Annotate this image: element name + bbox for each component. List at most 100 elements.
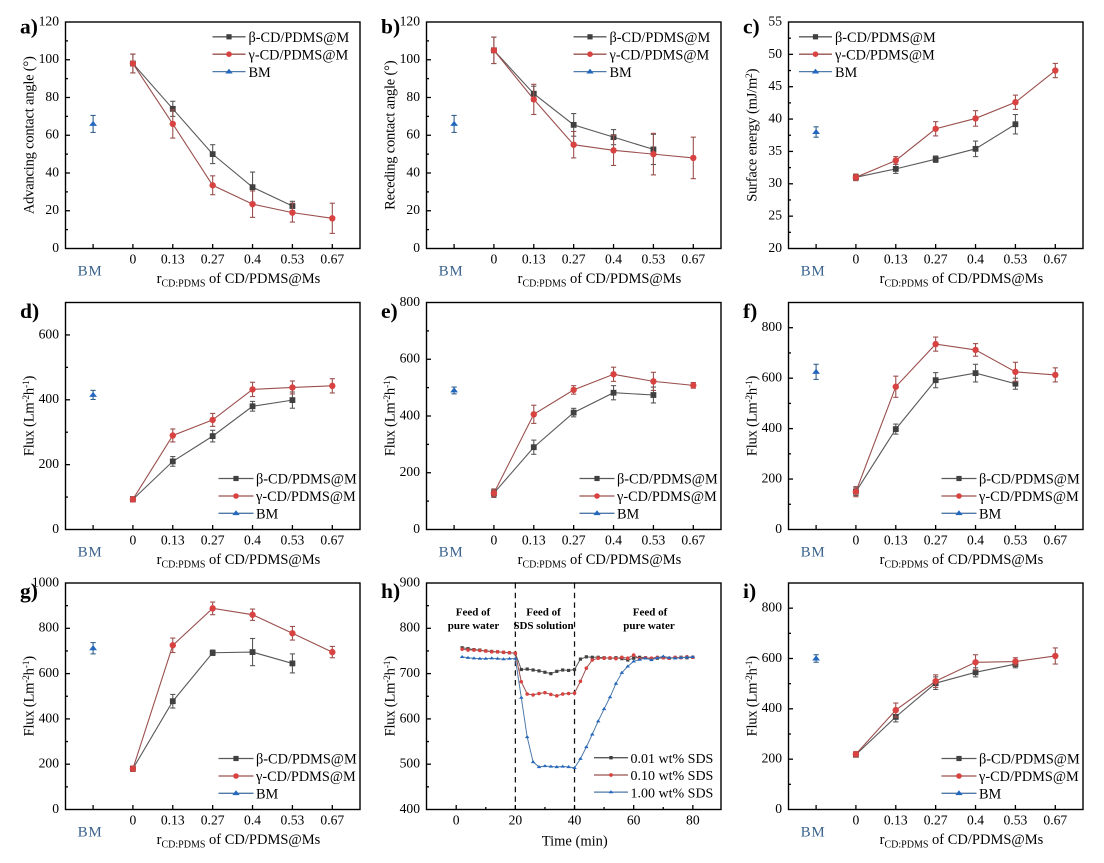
svg-text:rCD:PDMS of CD/PDMS@Ms: rCD:PDMS of CD/PDMS@Ms [157,271,321,290]
svg-text:600: 600 [400,710,421,725]
svg-text:20: 20 [406,202,420,217]
svg-text:BM: BM [835,65,858,81]
svg-text:200: 200 [762,470,783,485]
svg-text:BM: BM [78,264,103,280]
svg-text:0: 0 [130,812,137,827]
svg-text:0.67: 0.67 [320,532,344,547]
svg-text:BM: BM [256,787,279,803]
svg-text:a): a) [20,15,38,39]
svg-text:0.67: 0.67 [320,251,344,266]
svg-text:0.27: 0.27 [562,251,586,266]
svg-text:900: 900 [400,574,421,589]
svg-text:0: 0 [853,251,860,266]
svg-text:20: 20 [768,240,782,255]
svg-text:40: 40 [768,110,782,125]
svg-text:80: 80 [686,812,700,827]
svg-text:BM: BM [439,264,464,280]
svg-text:1000: 1000 [32,574,59,589]
svg-text:0.13: 0.13 [884,532,908,547]
svg-text:0.13: 0.13 [522,532,546,547]
svg-text:50: 50 [768,46,782,61]
svg-text:800: 800 [762,319,783,334]
svg-text:600: 600 [762,370,783,385]
svg-text:35: 35 [768,143,782,158]
svg-text:BM: BM [78,545,103,561]
svg-text:0: 0 [52,521,59,536]
svg-text:0: 0 [130,532,137,547]
svg-text:200: 200 [39,756,60,771]
svg-text:800: 800 [400,294,421,309]
svg-text:c): c) [743,15,760,39]
svg-text:rCD:PDMS of CD/PDMS@Ms: rCD:PDMS of CD/PDMS@Ms [518,552,682,571]
svg-text:γ-CD/PDMS@M: γ-CD/PDMS@M [255,769,356,785]
svg-text:400: 400 [400,407,421,422]
svg-text:400: 400 [39,710,60,725]
svg-text:Feed of: Feed of [633,607,668,619]
svg-text:400: 400 [39,391,60,406]
svg-text:0.13: 0.13 [884,812,908,827]
svg-text:0.10 wt% SDS: 0.10 wt% SDS [631,769,714,784]
svg-text:e): e) [381,299,398,323]
svg-text:Feed of: Feed of [456,607,491,619]
svg-text:pure water: pure water [623,620,675,632]
svg-text:Time (min): Time (min) [542,834,608,850]
svg-text:0: 0 [52,801,59,816]
svg-text:40: 40 [45,164,59,179]
svg-text:0.4: 0.4 [967,812,984,827]
svg-text:0.4: 0.4 [605,532,622,547]
svg-text:0: 0 [775,801,782,816]
svg-text:0.4: 0.4 [244,812,261,827]
svg-text:80: 80 [406,89,420,104]
svg-text:0.67: 0.67 [681,532,705,547]
svg-text:rCD:PDMS of CD/PDMS@Ms: rCD:PDMS of CD/PDMS@Ms [880,271,1044,290]
svg-text:500: 500 [400,756,421,771]
svg-text:0.53: 0.53 [1004,251,1028,266]
svg-text:0: 0 [413,240,420,255]
svg-text:0.27: 0.27 [924,251,948,266]
svg-text:SDS solution: SDS solution [513,620,573,632]
svg-text:BM: BM [256,507,279,523]
svg-text:i): i) [743,579,756,603]
svg-text:Flux (Lm-2h-1): Flux (Lm-2h-1) [745,656,761,737]
svg-text:0: 0 [130,251,137,266]
svg-text:f): f) [743,299,757,323]
svg-text:0.13: 0.13 [161,251,185,266]
svg-text:rCD:PDMS of CD/PDMS@Ms: rCD:PDMS of CD/PDMS@Ms [518,271,682,290]
svg-text:β-CD/PDMS@M: β-CD/PDMS@M [617,472,718,488]
svg-text:γ-CD/PDMS@M: γ-CD/PDMS@M [609,47,710,63]
svg-text:β-CD/PDMS@M: β-CD/PDMS@M [979,752,1080,768]
svg-text:γ-CD/PDMS@M: γ-CD/PDMS@M [248,47,349,63]
svg-text:800: 800 [39,620,60,635]
svg-text:0.4: 0.4 [967,532,984,547]
svg-text:600: 600 [39,665,60,680]
svg-text:200: 200 [762,751,783,766]
svg-text:400: 400 [762,700,783,715]
svg-text:0.4: 0.4 [244,532,261,547]
svg-text:0.27: 0.27 [924,532,948,547]
svg-text:0: 0 [775,521,782,536]
svg-text:0.27: 0.27 [924,812,948,827]
svg-text:γ-CD/PDMS@M: γ-CD/PDMS@M [255,489,356,505]
svg-text:0.01 wt% SDS: 0.01 wt% SDS [631,752,714,767]
svg-text:800: 800 [762,600,783,615]
svg-text:1.00 wt% SDS: 1.00 wt% SDS [631,786,714,801]
svg-text:100: 100 [400,51,421,66]
svg-text:BM: BM [617,507,640,523]
svg-text:0.67: 0.67 [681,251,705,266]
svg-text:Receding contact angle (°): Receding contact angle (°) [383,60,399,210]
svg-text:0.67: 0.67 [1043,251,1067,266]
svg-text:60: 60 [406,127,420,142]
svg-text:0.53: 0.53 [642,251,666,266]
svg-text:120: 120 [400,13,421,28]
svg-text:BM: BM [979,507,1002,523]
svg-text:0.53: 0.53 [281,251,305,266]
svg-text:25: 25 [768,208,782,223]
svg-text:30: 30 [768,175,782,190]
svg-text:Flux (Lm-2h-1): Flux (Lm-2h-1) [383,375,399,456]
svg-text:β-CD/PDMS@M: β-CD/PDMS@M [835,30,936,46]
svg-text:400: 400 [762,420,783,435]
svg-text:Feed of: Feed of [526,607,561,619]
svg-text:200: 200 [39,456,60,471]
svg-text:0: 0 [453,812,460,827]
svg-text:0: 0 [491,251,498,266]
